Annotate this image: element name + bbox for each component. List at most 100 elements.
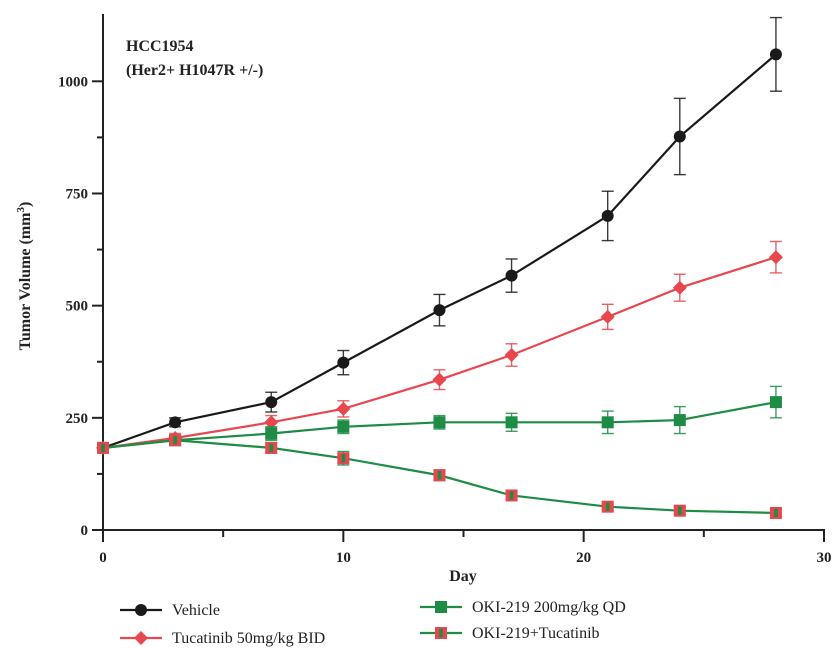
data-point xyxy=(769,48,782,61)
series-2 xyxy=(97,385,782,454)
legend-item-0: Vehicle xyxy=(120,602,220,619)
data-point xyxy=(337,420,350,433)
legend-item-1: Tucatinib 50mg/kg BID xyxy=(120,630,325,647)
data-point xyxy=(337,356,350,369)
series-3 xyxy=(97,434,782,519)
data-point xyxy=(672,280,687,295)
data-point xyxy=(769,506,782,519)
y-tick-label: 1000 xyxy=(58,74,88,90)
legend-marker xyxy=(135,604,147,616)
legend-label: Tucatinib 50mg/kg BID xyxy=(172,630,325,647)
y-axis-title-sup: 3 xyxy=(15,207,27,213)
x-tick-label: 0 xyxy=(99,550,107,566)
x-tick-label: 10 xyxy=(336,550,351,566)
marker-square-inner xyxy=(341,454,346,463)
legend-label: Vehicle xyxy=(172,602,220,619)
x-tick-label: 30 xyxy=(817,550,832,566)
data-point xyxy=(169,416,182,429)
legend-item-2: OKI-219 200mg/kg QD xyxy=(420,599,626,616)
marker-diamond xyxy=(600,309,615,324)
marker-square-inner xyxy=(437,471,442,480)
marker-diamond xyxy=(672,280,687,295)
data-point xyxy=(601,500,614,513)
data-point xyxy=(264,415,279,430)
marker-diamond xyxy=(432,372,447,387)
marker-square xyxy=(769,396,782,409)
marker-square xyxy=(673,414,686,427)
legend-item-3: OKI-219+Tucatinib xyxy=(420,625,600,642)
data-point xyxy=(673,130,686,143)
marker-circle xyxy=(337,356,350,369)
data-point xyxy=(265,427,278,440)
marker-square xyxy=(505,416,518,429)
marker-square xyxy=(601,416,614,429)
data-point xyxy=(505,489,518,502)
legend-marker xyxy=(134,631,148,645)
marker-square xyxy=(433,416,446,429)
y-tick-label: 500 xyxy=(66,299,89,315)
x-axis-title: Day xyxy=(449,568,477,585)
marker-square xyxy=(337,420,350,433)
legend-label: OKI-219 200mg/kg QD xyxy=(472,599,626,616)
marker-square-inner xyxy=(439,628,443,638)
marker-circle xyxy=(433,304,446,317)
marker-square-inner xyxy=(509,491,514,500)
chart-title-line-1: HCC1954 xyxy=(126,38,194,55)
marker-square xyxy=(435,601,447,613)
data-point xyxy=(768,250,783,265)
marker-circle xyxy=(601,209,614,222)
data-point xyxy=(337,452,350,465)
marker-diamond xyxy=(264,415,279,430)
marker-diamond xyxy=(768,250,783,265)
data-point xyxy=(769,396,782,409)
series-layer xyxy=(96,16,783,519)
legend: Vehicle Tucatinib 50mg/kg BID OKI-219 200m… xyxy=(120,599,626,647)
marker-circle xyxy=(135,604,147,616)
data-point xyxy=(433,304,446,317)
legend-marker xyxy=(435,601,447,613)
data-point xyxy=(433,416,446,429)
data-point xyxy=(673,414,686,427)
marker-diamond xyxy=(134,631,148,645)
marker-square-inner xyxy=(774,508,778,518)
marker-square-inner xyxy=(101,443,105,453)
marker-square-inner xyxy=(605,502,610,511)
data-point xyxy=(265,441,278,454)
data-point xyxy=(97,441,109,454)
marker-circle xyxy=(169,416,182,429)
legend-label: OKI-219+Tucatinib xyxy=(472,625,600,642)
data-point xyxy=(169,434,182,447)
data-point xyxy=(265,396,278,409)
chart-title-line-2: (Her2+ H1047R +/-) xyxy=(126,62,263,79)
marker-square-inner xyxy=(678,506,682,515)
y-tick-label: 750 xyxy=(66,186,89,202)
data-point xyxy=(601,416,614,429)
marker-circle xyxy=(505,269,518,282)
data-point xyxy=(433,469,446,482)
marker-square xyxy=(265,427,278,440)
marker-circle xyxy=(673,130,686,143)
marker-diamond xyxy=(336,401,351,416)
data-point xyxy=(505,269,518,282)
data-point xyxy=(432,372,447,387)
data-point xyxy=(505,416,518,429)
y-tick-label: 0 xyxy=(81,523,89,539)
data-point xyxy=(336,401,351,416)
y-axis-title-main: Tumor Volume (mm xyxy=(17,212,34,350)
y-axis-title: Tumor Volume (mm3) xyxy=(15,202,34,351)
data-point xyxy=(673,504,686,517)
marker-square-inner xyxy=(269,443,274,453)
y-tick-label: 250 xyxy=(66,411,89,427)
data-point xyxy=(600,309,615,324)
axes: 0 10 20 30 0 250 500 750 1000 xyxy=(58,14,832,566)
y-axis-title-close: ) xyxy=(17,202,34,207)
data-point xyxy=(504,348,519,363)
data-point xyxy=(601,209,614,222)
marker-square-inner xyxy=(173,436,177,445)
legend-marker xyxy=(435,627,447,639)
marker-circle xyxy=(265,396,278,409)
marker-diamond xyxy=(504,348,519,363)
x-tick-label: 20 xyxy=(576,550,591,566)
marker-circle xyxy=(769,48,782,61)
